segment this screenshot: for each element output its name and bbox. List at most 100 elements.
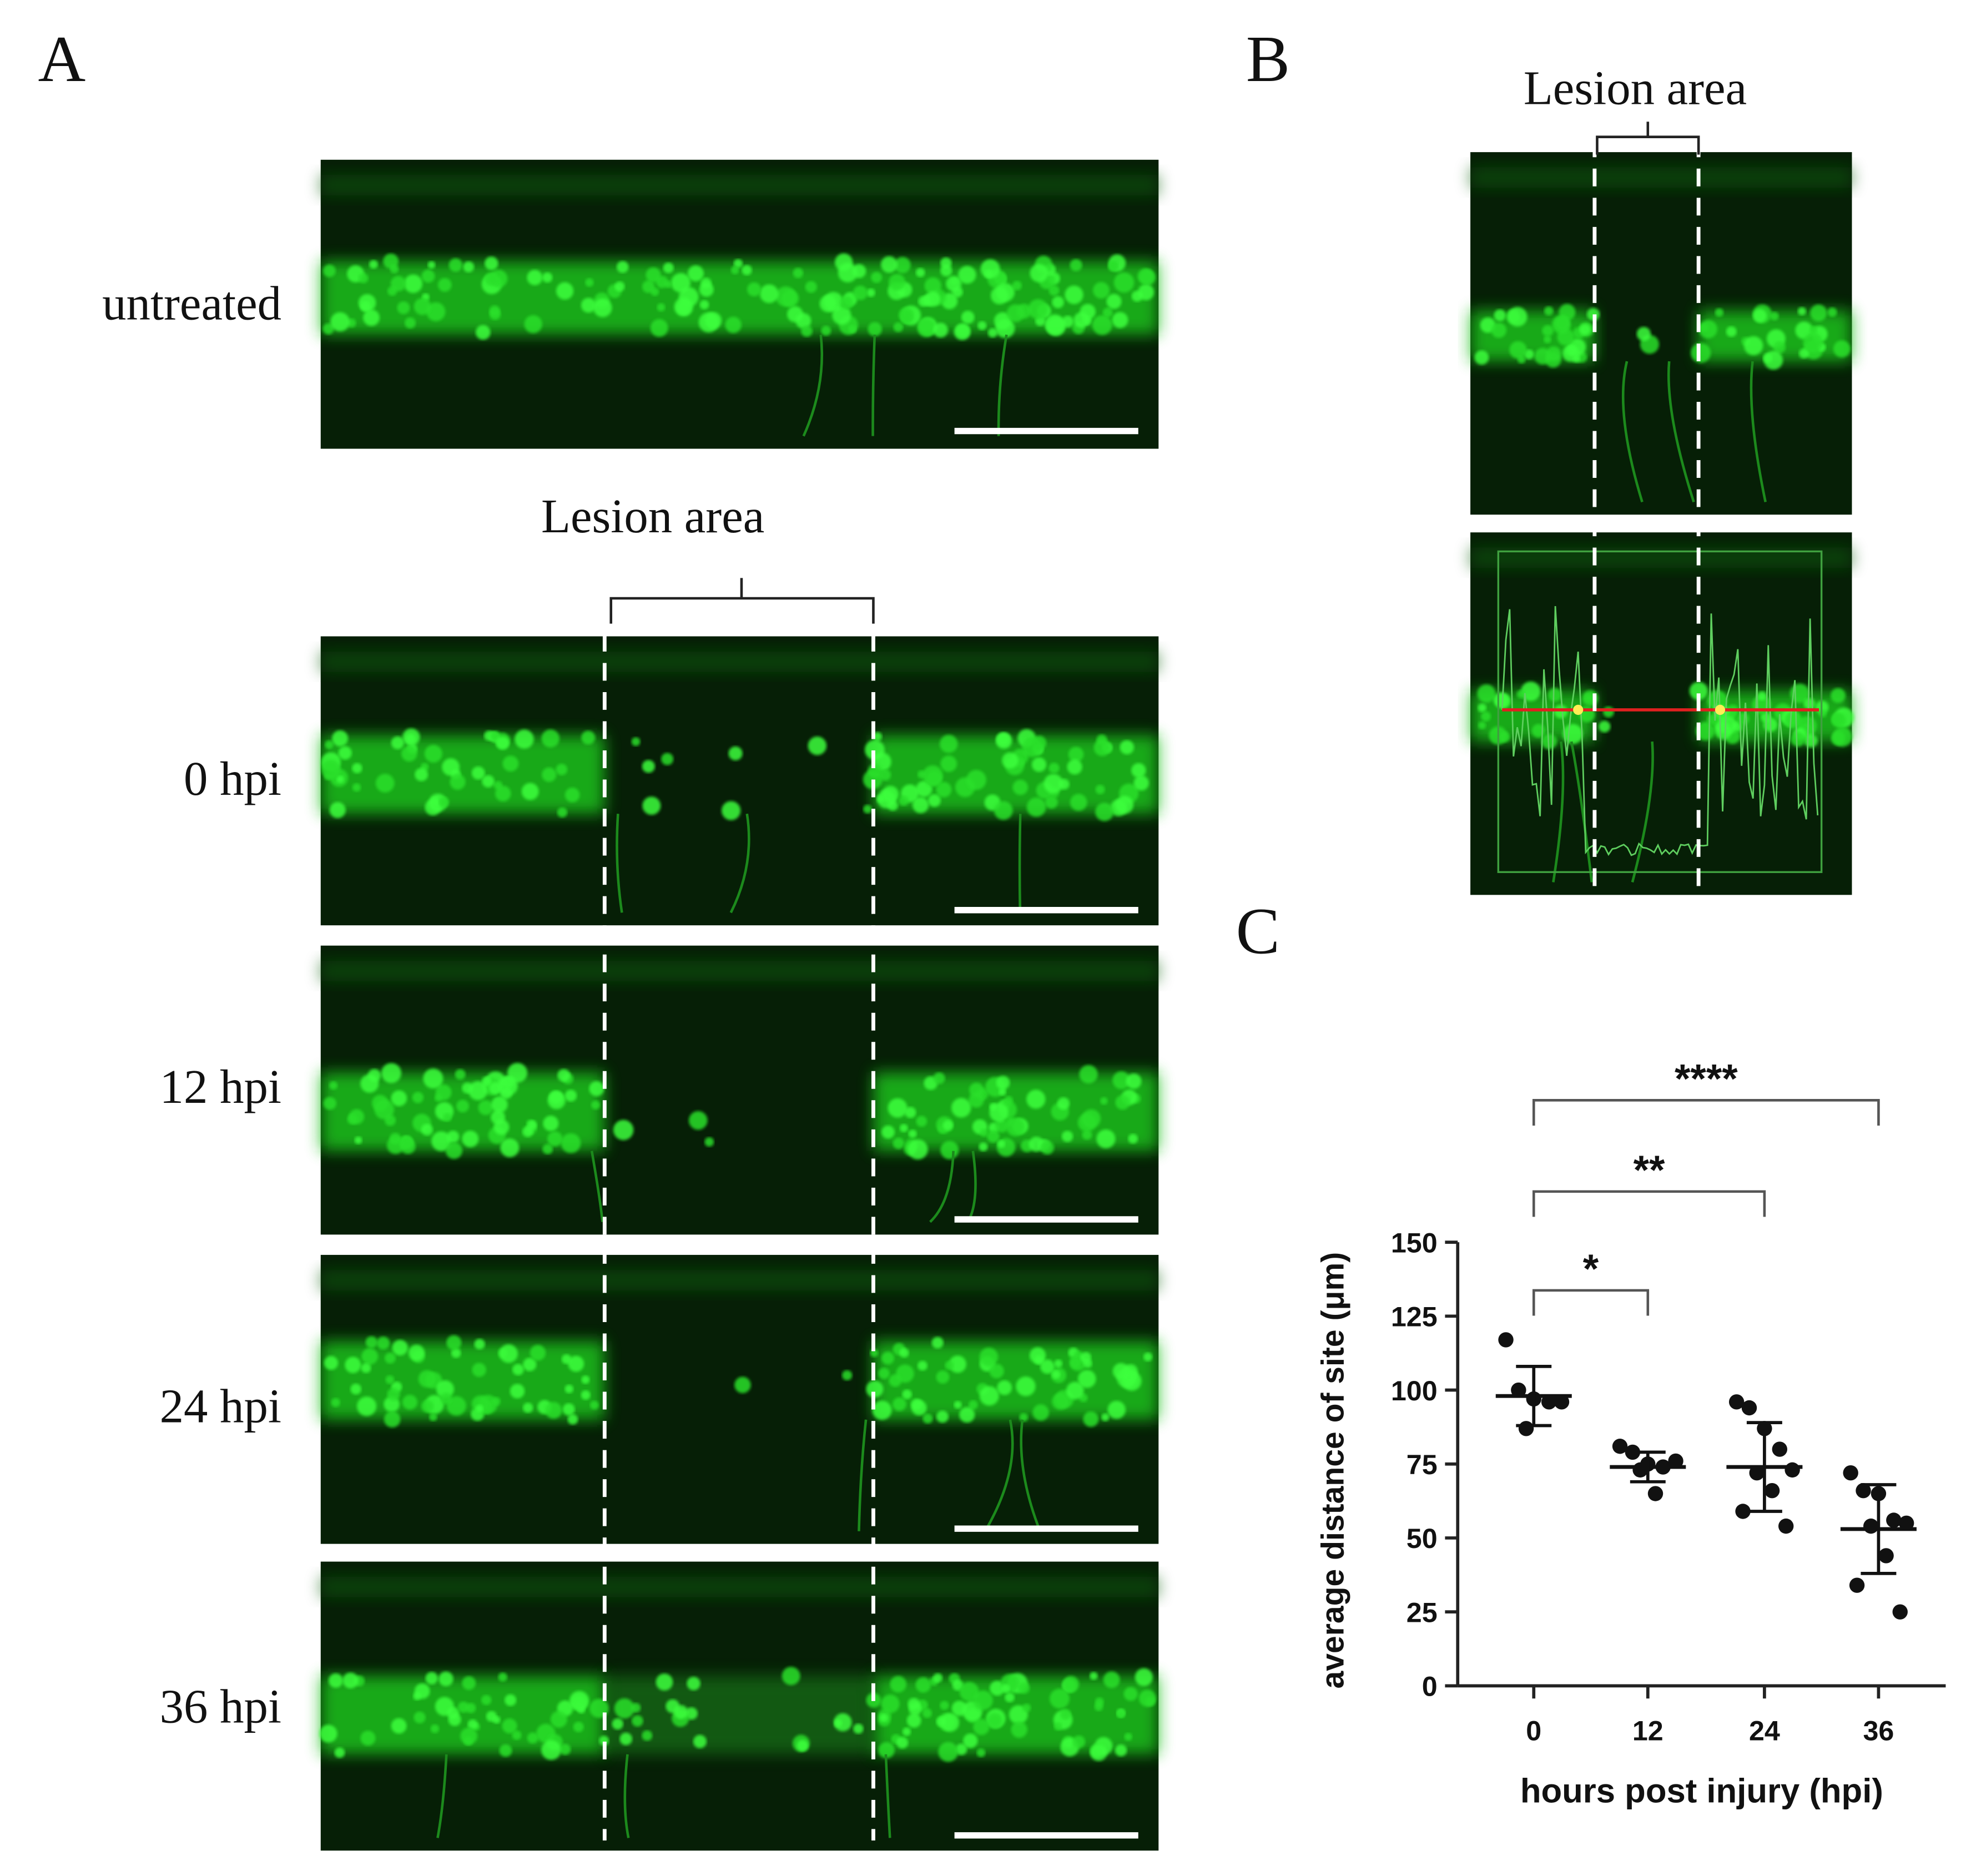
soma bbox=[631, 1703, 641, 1713]
soma bbox=[915, 1677, 931, 1693]
soma bbox=[1061, 315, 1074, 328]
y-tick-label: 125 bbox=[1391, 1302, 1438, 1333]
soma bbox=[414, 1711, 426, 1723]
soma bbox=[1026, 797, 1046, 817]
soma bbox=[424, 744, 442, 763]
soma bbox=[619, 1732, 633, 1746]
soma bbox=[942, 1120, 954, 1131]
soma bbox=[1052, 296, 1064, 309]
y-tick-label: 150 bbox=[1391, 1227, 1438, 1258]
soma bbox=[515, 729, 534, 749]
soma bbox=[1124, 1733, 1132, 1741]
soma bbox=[360, 1731, 376, 1746]
soma bbox=[462, 1131, 479, 1147]
soma bbox=[650, 319, 668, 337]
band bbox=[1470, 167, 1852, 188]
data-point bbox=[1668, 1453, 1683, 1469]
soma bbox=[1092, 315, 1112, 335]
soma bbox=[663, 263, 674, 274]
soma bbox=[922, 1413, 933, 1424]
data-point bbox=[1632, 1462, 1648, 1478]
soma bbox=[361, 1348, 378, 1365]
soma bbox=[418, 1370, 436, 1388]
soma bbox=[345, 1356, 361, 1373]
soma bbox=[1050, 1688, 1070, 1709]
soma bbox=[524, 315, 542, 334]
soma bbox=[730, 266, 739, 275]
soma bbox=[1096, 1129, 1116, 1148]
soma bbox=[1065, 285, 1083, 304]
soma bbox=[485, 272, 498, 286]
data-point bbox=[1843, 1465, 1858, 1481]
soma bbox=[559, 1743, 571, 1755]
soma bbox=[1090, 1744, 1107, 1761]
soma bbox=[1477, 684, 1496, 703]
soma bbox=[358, 294, 376, 312]
soma bbox=[913, 797, 929, 814]
soma bbox=[1093, 282, 1110, 299]
soma bbox=[447, 1707, 460, 1719]
neurite bbox=[802, 334, 824, 437]
soma bbox=[1831, 713, 1843, 725]
soma bbox=[1005, 1692, 1015, 1703]
soma bbox=[954, 1401, 962, 1409]
soma bbox=[581, 297, 596, 313]
soma bbox=[1067, 759, 1082, 775]
soma bbox=[1004, 1096, 1014, 1105]
soma bbox=[349, 1109, 365, 1124]
y-tick-label: 50 bbox=[1407, 1523, 1438, 1554]
soma bbox=[838, 263, 858, 283]
soma bbox=[1012, 280, 1022, 291]
soma bbox=[657, 303, 666, 312]
soma bbox=[413, 1692, 421, 1701]
soma bbox=[342, 1672, 359, 1689]
soma bbox=[543, 1116, 559, 1131]
soma bbox=[782, 1667, 800, 1686]
soma bbox=[699, 282, 714, 297]
soma bbox=[1757, 691, 1767, 701]
soma bbox=[491, 1096, 508, 1113]
soma bbox=[961, 310, 975, 324]
soma bbox=[936, 781, 952, 798]
soma bbox=[496, 737, 510, 750]
soma bbox=[1082, 1109, 1101, 1128]
soma bbox=[467, 1719, 478, 1730]
soma bbox=[866, 288, 875, 297]
soma bbox=[443, 1113, 452, 1122]
soma bbox=[549, 1090, 563, 1105]
soma bbox=[352, 783, 361, 792]
soma bbox=[997, 1380, 1012, 1395]
soma bbox=[853, 285, 868, 300]
data-point bbox=[1784, 1462, 1800, 1478]
soma bbox=[391, 1090, 407, 1107]
soma bbox=[699, 300, 709, 310]
soma bbox=[557, 1069, 571, 1082]
lesion-label: Lesion area bbox=[541, 490, 764, 543]
soma bbox=[541, 1740, 561, 1760]
soma bbox=[687, 1676, 700, 1691]
soma bbox=[1516, 690, 1525, 699]
soma bbox=[456, 1100, 470, 1113]
soma bbox=[471, 766, 485, 780]
soma bbox=[492, 1397, 501, 1406]
soma bbox=[564, 1384, 574, 1394]
soma bbox=[1831, 688, 1846, 703]
soma bbox=[801, 325, 813, 337]
soma bbox=[522, 1126, 533, 1137]
soma bbox=[742, 265, 752, 275]
soma bbox=[585, 278, 594, 287]
soma bbox=[329, 802, 346, 818]
soma bbox=[1106, 294, 1122, 309]
row-label: 24 hpi bbox=[160, 1379, 281, 1433]
soma bbox=[581, 1390, 591, 1400]
soma bbox=[888, 1098, 908, 1118]
soma bbox=[674, 297, 693, 317]
band bbox=[320, 1576, 1159, 1597]
soma bbox=[500, 1087, 512, 1100]
soma bbox=[1108, 261, 1118, 272]
soma bbox=[936, 1716, 946, 1727]
soma bbox=[463, 261, 475, 273]
soma bbox=[987, 1713, 1003, 1728]
soma bbox=[564, 1090, 577, 1102]
